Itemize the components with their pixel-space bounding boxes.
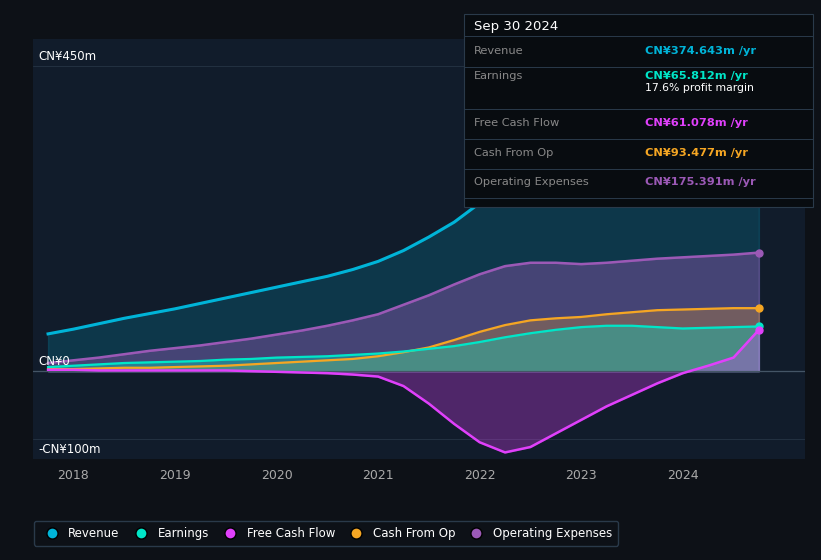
Text: Earnings: Earnings xyxy=(474,72,523,81)
Text: Sep 30 2024: Sep 30 2024 xyxy=(474,20,558,32)
Text: Free Cash Flow: Free Cash Flow xyxy=(474,118,559,128)
Text: CN¥65.812m /yr: CN¥65.812m /yr xyxy=(645,72,748,81)
Text: CN¥93.477m /yr: CN¥93.477m /yr xyxy=(645,148,748,157)
Text: Revenue: Revenue xyxy=(474,46,523,56)
Text: CN¥0: CN¥0 xyxy=(38,356,70,368)
Text: CN¥61.078m /yr: CN¥61.078m /yr xyxy=(645,118,748,128)
Text: CN¥175.391m /yr: CN¥175.391m /yr xyxy=(645,178,756,187)
Text: CN¥374.643m /yr: CN¥374.643m /yr xyxy=(645,46,756,56)
Text: 17.6% profit margin: 17.6% profit margin xyxy=(645,83,754,94)
Text: Cash From Op: Cash From Op xyxy=(474,148,553,157)
Text: CN¥450m: CN¥450m xyxy=(38,50,96,63)
Legend: Revenue, Earnings, Free Cash Flow, Cash From Op, Operating Expenses: Revenue, Earnings, Free Cash Flow, Cash … xyxy=(34,521,618,545)
Text: Operating Expenses: Operating Expenses xyxy=(474,178,589,187)
Text: -CN¥100m: -CN¥100m xyxy=(38,444,100,456)
